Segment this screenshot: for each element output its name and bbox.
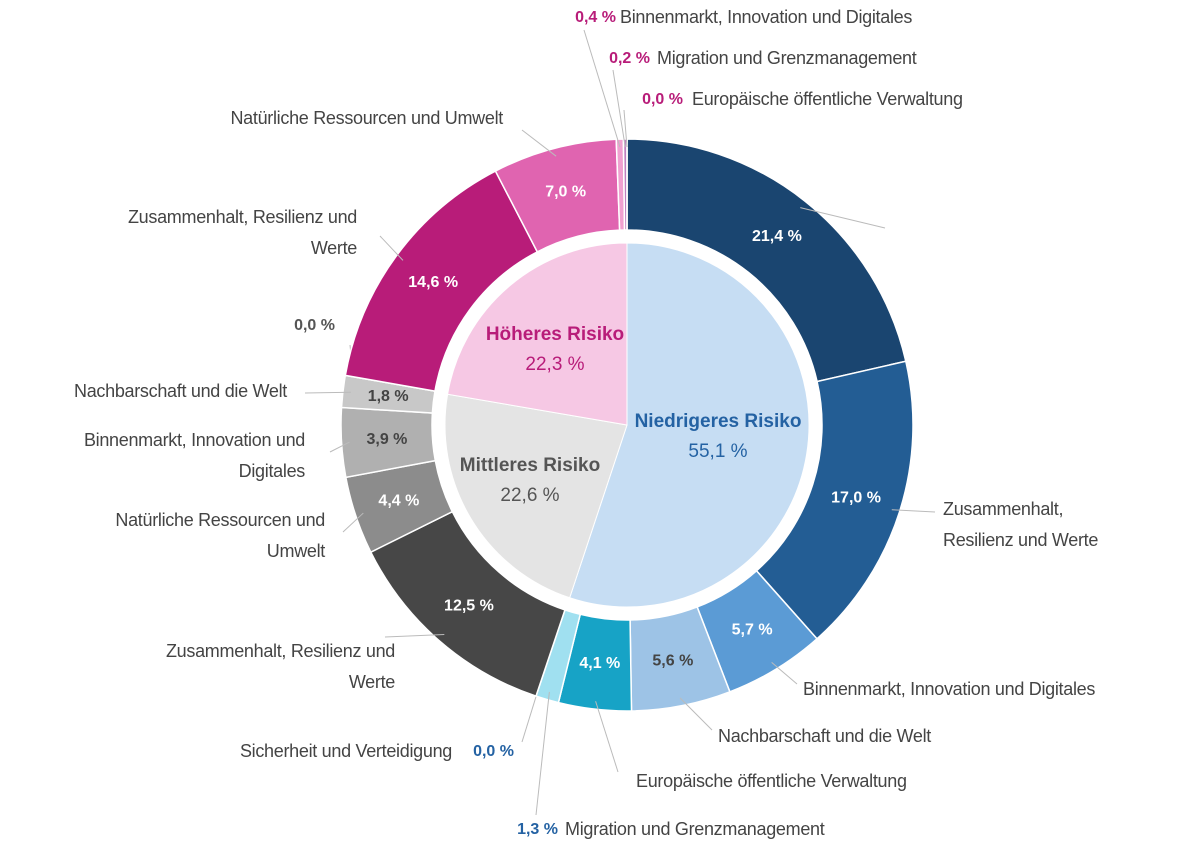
inner-sector xyxy=(444,393,628,599)
leader-line xyxy=(379,235,404,261)
group-value: 55,1 % xyxy=(688,441,747,462)
value-label: 5,6 % xyxy=(652,652,693,669)
text-line: Resilienz und Werte xyxy=(943,530,1098,550)
text-line: Natürliche Ressourcen und xyxy=(115,510,325,530)
text-line: Werte xyxy=(311,238,357,258)
segment-name: Migration und Grenzmanagement xyxy=(657,48,917,68)
value-label: 3,9 % xyxy=(366,431,407,448)
leader-line xyxy=(800,207,886,229)
segment-name: Nachbarschaft und die Welt xyxy=(74,381,287,401)
segment-name: Binnenmarkt, Innovation und Digitales xyxy=(620,7,912,27)
value-label: 0,0 % xyxy=(294,317,335,334)
segment-name: Natürliche Ressourcen und Umwelt xyxy=(115,510,325,561)
leader-line xyxy=(342,512,364,533)
leader-line xyxy=(521,129,557,157)
text-line: Werte xyxy=(349,672,395,692)
leader-line xyxy=(535,691,550,816)
value-label: 1,8 % xyxy=(368,388,409,405)
value-label: 0,4 % xyxy=(575,9,616,26)
value-label: 12,5 % xyxy=(444,598,494,615)
leader-line xyxy=(521,688,539,743)
segment-name: Zusammenhalt, Resilienz und Werte xyxy=(943,499,1098,550)
ring-segment xyxy=(626,138,907,383)
value-label: 0,2 % xyxy=(609,50,650,67)
leader-line xyxy=(304,391,351,394)
group-name: Niedrigeres Risiko xyxy=(635,411,802,432)
value-label: 5,7 % xyxy=(732,622,773,639)
text-line: Zusammenhalt, xyxy=(943,499,1063,519)
leader-line xyxy=(384,634,445,638)
text-line: Zusammenhalt, Resilienz und xyxy=(166,641,395,661)
segment-name: Nachbarschaft und die Welt xyxy=(718,726,931,746)
value-label: 4,1 % xyxy=(579,655,620,672)
leader-line xyxy=(623,109,628,148)
value-label: 21,4 % xyxy=(752,228,802,245)
leader-line xyxy=(612,69,626,148)
segment-name: Zusammenhalt, Resilienz und Werte xyxy=(128,207,357,258)
value-label: 1,3 % xyxy=(517,821,558,838)
value-label: 0,0 % xyxy=(473,743,514,760)
inner-sector xyxy=(569,242,810,608)
text-line: Digitales xyxy=(239,461,306,481)
segment-name: Binnenmarkt, Innovation und Digitales xyxy=(803,679,1095,699)
leader-line xyxy=(595,701,619,773)
segment-name: Binnenmarkt, Innovation und Digitales xyxy=(84,430,305,481)
leader-line xyxy=(891,509,936,513)
group-value: 22,3 % xyxy=(525,354,584,375)
group-name: Höheres Risiko xyxy=(486,324,624,345)
value-label: 4,4 % xyxy=(378,492,419,509)
value-label: 7,0 % xyxy=(545,184,586,201)
group-value: 22,6 % xyxy=(500,485,559,506)
segment-name: Sicherheit und Verteidigung xyxy=(240,741,452,761)
text-line: Binnenmarkt, Innovation und xyxy=(84,430,305,450)
segment-name: Migration und Grenzmanagement xyxy=(565,819,825,839)
segment-name: Europäische öffentliche Verwaltung xyxy=(692,89,963,109)
inner-sector xyxy=(447,242,628,426)
leader-line xyxy=(583,29,621,148)
text-line: Zusammenhalt, Resilienz und xyxy=(128,207,357,227)
segment-name: Zusammenhalt, Resilienz und Werte xyxy=(166,641,395,692)
leader-line xyxy=(679,697,713,731)
leader-line xyxy=(329,441,350,453)
value-label: 0,0 % xyxy=(642,91,683,108)
group-name: Mittleres Risiko xyxy=(460,455,600,476)
segment-name: Natürliche Ressourcen und Umwelt xyxy=(230,108,503,128)
segment-name: Europäische öffentliche Verwaltung xyxy=(636,771,907,791)
value-label: 17,0 % xyxy=(831,490,881,507)
value-label: 14,6 % xyxy=(408,274,458,291)
leader-line xyxy=(771,662,798,685)
text-line: Umwelt xyxy=(267,541,326,561)
